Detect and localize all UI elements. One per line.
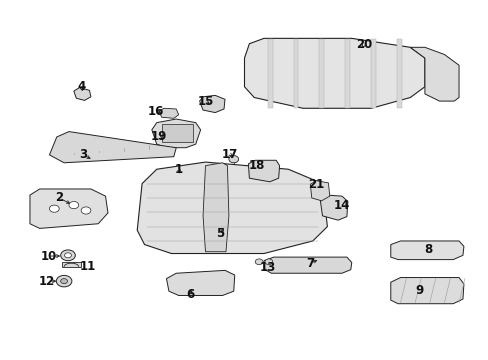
Text: 15: 15 — [197, 95, 213, 108]
Polygon shape — [199, 95, 224, 113]
Text: 2: 2 — [55, 192, 63, 204]
Polygon shape — [159, 108, 178, 118]
Polygon shape — [61, 262, 81, 267]
Circle shape — [228, 156, 238, 163]
Circle shape — [49, 205, 59, 212]
Circle shape — [64, 253, 71, 258]
Polygon shape — [161, 125, 193, 142]
Text: 8: 8 — [424, 243, 432, 256]
Text: 6: 6 — [185, 288, 194, 301]
Polygon shape — [293, 39, 298, 108]
Polygon shape — [396, 39, 401, 108]
Polygon shape — [166, 270, 234, 296]
Circle shape — [61, 250, 75, 261]
Circle shape — [81, 207, 91, 214]
Text: 14: 14 — [333, 199, 349, 212]
Text: 7: 7 — [305, 257, 314, 270]
Polygon shape — [264, 257, 351, 273]
Text: 3: 3 — [80, 148, 87, 161]
Circle shape — [69, 202, 79, 209]
Polygon shape — [244, 39, 424, 108]
Text: 10: 10 — [41, 249, 57, 262]
Text: 20: 20 — [355, 38, 371, 51]
Polygon shape — [390, 241, 463, 260]
Polygon shape — [345, 39, 349, 108]
Polygon shape — [248, 160, 279, 182]
Polygon shape — [320, 195, 347, 220]
Polygon shape — [152, 119, 200, 148]
Circle shape — [255, 259, 263, 265]
Polygon shape — [267, 39, 272, 108]
Circle shape — [264, 259, 272, 265]
Text: 19: 19 — [151, 130, 167, 144]
Text: 5: 5 — [216, 227, 224, 240]
Circle shape — [61, 279, 67, 284]
Text: 16: 16 — [147, 105, 163, 118]
Text: 11: 11 — [79, 260, 96, 273]
Polygon shape — [409, 47, 458, 101]
Polygon shape — [319, 39, 324, 108]
Text: 12: 12 — [39, 275, 55, 288]
Polygon shape — [390, 278, 463, 304]
Circle shape — [56, 275, 72, 287]
Text: 13: 13 — [259, 261, 275, 274]
Text: 18: 18 — [248, 159, 264, 172]
Polygon shape — [49, 132, 176, 163]
Text: 1: 1 — [174, 163, 183, 176]
Polygon shape — [30, 189, 108, 228]
Polygon shape — [74, 87, 91, 100]
Text: 4: 4 — [77, 80, 85, 93]
Text: 9: 9 — [414, 284, 422, 297]
Polygon shape — [137, 162, 327, 253]
Polygon shape — [310, 181, 329, 201]
Text: 21: 21 — [308, 178, 324, 191]
Polygon shape — [370, 39, 375, 108]
Text: 17: 17 — [221, 148, 238, 161]
Polygon shape — [203, 163, 228, 252]
